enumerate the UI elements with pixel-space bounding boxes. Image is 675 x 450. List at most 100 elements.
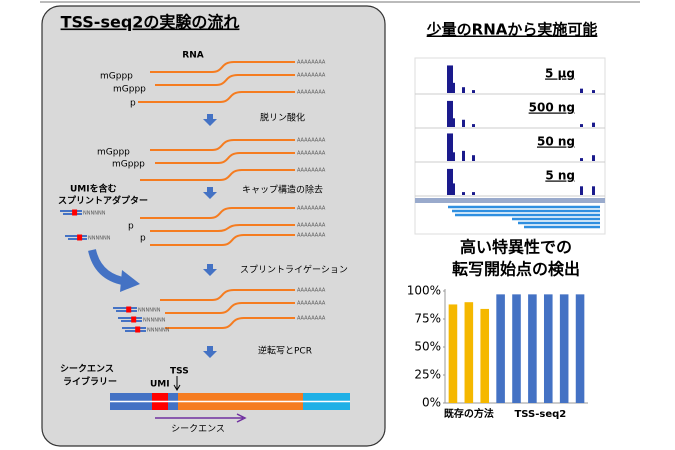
cap-label: p (128, 222, 134, 232)
rna-label: RNA (182, 51, 203, 61)
poly-a: AAAAAAAA (297, 301, 326, 307)
rna-line (140, 207, 295, 219)
step-label: 逆転写とPCR (258, 345, 312, 357)
adapter-label: UMIを含む (70, 183, 117, 195)
flow-arrow-head (120, 270, 140, 292)
bar (575, 294, 585, 403)
track-peak (472, 124, 475, 127)
step-arrow (203, 114, 217, 126)
track-peak (447, 133, 453, 161)
track-peak (462, 119, 465, 127)
track-peak (462, 192, 465, 195)
chart-subtitle: 転写開始点の検出 (452, 260, 580, 279)
y-tick-label: 75% (414, 312, 441, 326)
poly-a: AAAAAAAA (297, 90, 326, 96)
umi (77, 234, 83, 241)
track-label: 5 μg (545, 67, 575, 81)
umi (135, 326, 141, 333)
rna-line (150, 61, 295, 73)
cap-label: mGppp (112, 160, 145, 170)
umi-n: NNNNNN (138, 308, 161, 314)
step-arrow (203, 264, 217, 276)
adapter-label: スプリントアダプター (58, 195, 148, 207)
y-tick-label: 100% (407, 284, 441, 298)
poly-a: AAAAAAAA (297, 138, 326, 144)
track-peak (447, 168, 453, 195)
chart-title: 高い特異性での (460, 238, 572, 257)
read-arrow (155, 413, 247, 423)
track-peak (592, 90, 595, 93)
step-arrow (203, 187, 217, 199)
bar (528, 294, 537, 403)
tss-arrow (173, 376, 181, 391)
cap-label: mGppp (113, 85, 146, 95)
poly-a: AAAAAAAA (297, 206, 326, 212)
rna-line (165, 317, 295, 329)
track-label: 50 ng (537, 135, 575, 149)
rna-line (150, 139, 295, 151)
bar (559, 294, 569, 403)
step-label: 脱リン酸化 (260, 112, 305, 124)
step-arrow (203, 346, 217, 358)
cap-label: mGppp (100, 72, 133, 82)
rna-line (160, 289, 295, 301)
bar (512, 294, 521, 403)
poly-a: AAAAAAAA (297, 288, 326, 294)
rna-line (155, 152, 295, 164)
track-peak (462, 150, 465, 161)
rna-line (165, 302, 295, 314)
umi (72, 209, 78, 216)
y-tick-label: 50% (414, 340, 441, 354)
bar (480, 308, 490, 403)
library-label: ライブラリー (63, 376, 117, 388)
bar (448, 304, 458, 403)
y-tick-label: 25% (414, 368, 441, 382)
group-label: 既存の方法 (444, 407, 494, 420)
left-panel (41, 5, 386, 447)
umi (131, 316, 137, 323)
group-label: TSS-seq2 (514, 409, 566, 420)
y-tick-label: 0% (422, 396, 441, 410)
poly-a: AAAAAAAA (297, 316, 326, 322)
track-peak (452, 82, 455, 93)
cap-label: p (130, 99, 136, 109)
poly-a: AAAAAAAA (297, 73, 326, 79)
track-peak (447, 65, 453, 93)
bar (496, 294, 505, 403)
right-title: 少量のRNAから実施可能 (426, 21, 598, 39)
poly-a: AAAAAAAA (297, 151, 326, 157)
track-peak (580, 158, 583, 161)
library-label: シークエンス (60, 364, 114, 375)
rna-line (140, 169, 295, 181)
cap-label: p (140, 234, 146, 244)
rna-line (155, 74, 295, 86)
track-box (414, 57, 606, 235)
track-label: 5 ng (545, 169, 575, 183)
umi (126, 306, 132, 313)
track-peak (462, 87, 465, 93)
rna-line (150, 224, 295, 232)
poly-a: AAAAAAAA (297, 223, 326, 229)
poly-a: AAAAAAAA (297, 168, 326, 174)
track-peak (447, 100, 453, 127)
tss-label: TSS (170, 367, 189, 377)
sequence-strip (415, 198, 605, 203)
track-peak (580, 88, 583, 93)
umi-n: NNNNNN (143, 318, 166, 324)
step-label: キャップ構造の除去 (242, 184, 323, 196)
track-peak (592, 155, 595, 161)
panel-title: TSS-seq2の実験の流れ (61, 13, 240, 32)
track-peak (472, 192, 475, 195)
read-label: シークエンス (171, 424, 225, 435)
track-label: 500 ng (529, 101, 575, 115)
umi-n: NNNNNN (147, 328, 170, 334)
track-peak (452, 152, 455, 161)
track-peak (580, 186, 583, 195)
rna-line (150, 234, 295, 246)
bar (543, 294, 553, 403)
step-label: スプリントライゲーション (240, 264, 348, 276)
umi-label: UMI (150, 380, 170, 390)
bar (464, 302, 474, 403)
poly-a: AAAAAAAA (297, 60, 326, 66)
